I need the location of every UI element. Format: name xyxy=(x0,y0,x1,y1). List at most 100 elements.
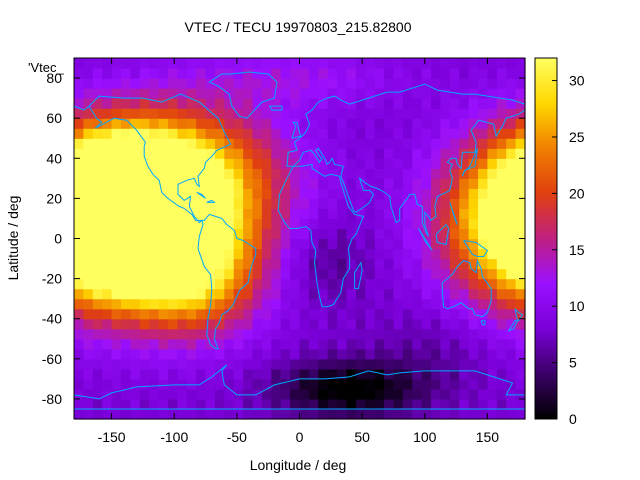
coastline-segment xyxy=(206,199,216,203)
heatmap-cell xyxy=(205,108,216,119)
heatmap-cell xyxy=(280,138,291,149)
heatmap-cell xyxy=(139,158,150,169)
heatmap-cell xyxy=(205,248,216,260)
heatmap-cell xyxy=(459,178,470,189)
heatmap-cell xyxy=(186,288,197,300)
heatmap-cell xyxy=(177,368,188,380)
heatmap-cell xyxy=(92,338,103,350)
heatmap-cell xyxy=(233,288,244,300)
heatmap-cell xyxy=(252,228,263,240)
heatmap-cell xyxy=(346,248,357,260)
heatmap-cell xyxy=(393,58,404,69)
heatmap-cell xyxy=(468,138,479,149)
heatmap-cell xyxy=(74,288,84,300)
heatmap-cell xyxy=(224,168,235,179)
heatmap-cell xyxy=(233,118,244,129)
heatmap-cell xyxy=(83,198,94,210)
heatmap-cell xyxy=(149,168,160,179)
heatmap-cell xyxy=(92,58,103,69)
heatmap-cell xyxy=(130,378,141,390)
heatmap-cell xyxy=(478,388,489,400)
x-axis-label: Longitude / deg xyxy=(250,457,347,473)
heatmap-cell xyxy=(214,148,225,159)
heatmap-cell xyxy=(318,218,329,230)
heatmap-cell xyxy=(233,248,244,260)
heatmap-cell xyxy=(468,358,479,370)
heatmap-cell xyxy=(374,208,385,220)
heatmap-cell xyxy=(92,98,103,109)
heatmap-cell xyxy=(149,368,160,380)
heatmap-cell xyxy=(158,348,169,360)
heatmap-cell xyxy=(384,88,395,99)
heatmap-cell xyxy=(196,278,207,290)
heatmap-cell xyxy=(83,308,94,320)
heatmap-cell xyxy=(186,308,197,320)
heatmap-cell xyxy=(506,178,517,189)
heatmap-cell xyxy=(280,238,291,250)
heatmap-cell xyxy=(496,168,507,179)
heatmap-cell xyxy=(468,98,479,109)
coastline-segment xyxy=(208,71,278,119)
heatmap-cell xyxy=(318,208,329,220)
heatmap-cell xyxy=(308,268,319,280)
colorbar-tick-label: 20 xyxy=(569,185,585,201)
heatmap-cell xyxy=(92,158,103,169)
heatmap-cell xyxy=(271,168,282,179)
heatmap-cell xyxy=(224,228,235,240)
heatmap-cell xyxy=(355,288,366,300)
heatmap-cell xyxy=(92,138,103,149)
heatmap-cell xyxy=(196,388,207,400)
heatmap-cell xyxy=(318,228,329,240)
heatmap-cell xyxy=(468,328,479,340)
heatmap-cell xyxy=(261,158,272,169)
heatmap-cell xyxy=(449,378,460,390)
heatmap-cell xyxy=(196,318,207,330)
heatmap-cell xyxy=(243,328,254,340)
heatmap-cell xyxy=(459,398,470,410)
heatmap-cell xyxy=(196,398,207,410)
heatmap-cell xyxy=(496,388,507,400)
heatmap-cell xyxy=(327,218,338,230)
heatmap-cell xyxy=(346,288,357,300)
heatmap-cell xyxy=(459,248,470,260)
heatmap-cell xyxy=(196,168,207,179)
heatmap-cell xyxy=(83,368,94,380)
heatmap-cell xyxy=(421,328,432,340)
heatmap-cell xyxy=(346,408,357,420)
heatmap-cell xyxy=(327,378,338,390)
heatmap-cell xyxy=(515,298,526,310)
heatmap-cell xyxy=(92,68,103,79)
heatmap-cell xyxy=(468,268,479,280)
heatmap-cell xyxy=(261,398,272,410)
heatmap-cell xyxy=(83,408,94,420)
heatmap-cell xyxy=(280,78,291,89)
heatmap-cell xyxy=(449,148,460,159)
heatmap-cell xyxy=(327,128,338,139)
heatmap-cell xyxy=(487,58,498,69)
heatmap-cell xyxy=(440,248,451,260)
heatmap-cell xyxy=(149,378,160,390)
heatmap-cell xyxy=(318,158,329,169)
heatmap-cell xyxy=(271,398,282,410)
heatmap-cell xyxy=(487,158,498,169)
heatmap-cell xyxy=(186,158,197,169)
heatmap-cell xyxy=(384,228,395,240)
heatmap-cell xyxy=(271,328,282,340)
heatmap-cell xyxy=(205,308,216,320)
heatmap-cell xyxy=(261,178,272,189)
heatmap-cell xyxy=(92,248,103,260)
heatmap-cell xyxy=(186,238,197,250)
heatmap-cell xyxy=(74,278,84,290)
heatmap-cell xyxy=(224,298,235,310)
heatmap-cell xyxy=(111,168,122,179)
heatmap-cell xyxy=(318,248,329,260)
heatmap-cell xyxy=(346,118,357,129)
heatmap-cell xyxy=(327,138,338,149)
heatmap-cell xyxy=(102,128,113,139)
heatmap-cell xyxy=(261,408,272,420)
heatmap-cell xyxy=(290,218,301,230)
heatmap-cell xyxy=(224,308,235,320)
heatmap-cell xyxy=(224,258,235,270)
heatmap-cell xyxy=(214,398,225,410)
